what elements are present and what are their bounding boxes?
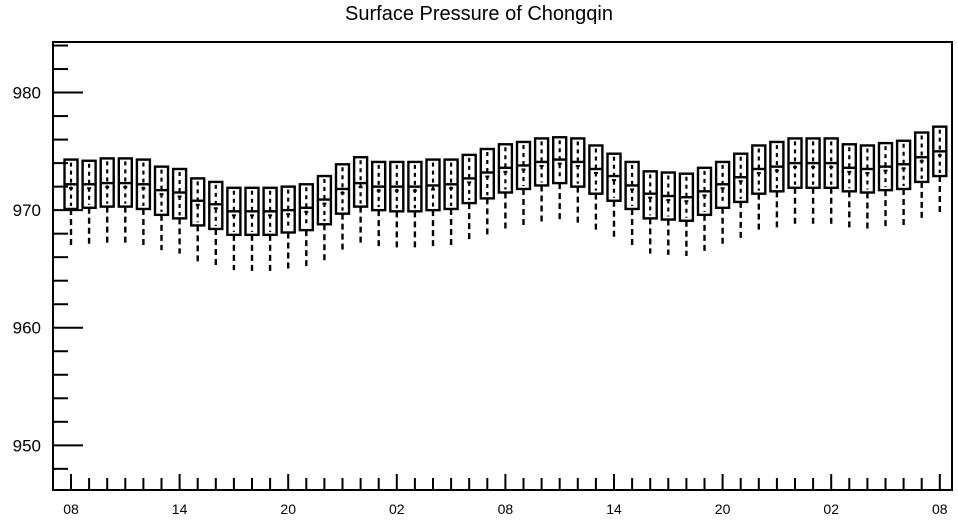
x-axis: 08 14 20 02 08 14 20 02 08 — [63, 474, 948, 517]
x-tick-label: 20 — [280, 501, 296, 517]
box-item — [371, 160, 387, 247]
y-tick-label: 950 — [13, 436, 41, 455]
x-tick-label: 14 — [606, 501, 622, 517]
box-item — [189, 177, 206, 262]
chart-title: Surface Pressure of Chongqin — [345, 3, 613, 25]
box-item — [823, 137, 839, 226]
box-item — [425, 158, 441, 247]
x-tick-label: 20 — [715, 501, 731, 517]
box-item — [787, 137, 803, 226]
box-item — [298, 183, 314, 269]
box-item — [859, 144, 876, 231]
y-axis: 950 960 970 980 — [13, 44, 83, 470]
box-item — [751, 144, 767, 231]
box-item — [135, 158, 152, 246]
box-item — [226, 186, 242, 271]
box-item — [99, 157, 115, 244]
box-item — [660, 171, 676, 255]
box-item — [63, 158, 79, 246]
box-item — [877, 141, 894, 228]
box-item — [552, 136, 568, 220]
box-item — [443, 158, 459, 246]
x-tick-label: 08 — [498, 501, 514, 517]
box-item — [805, 137, 821, 225]
x-tick-label: 14 — [172, 501, 188, 517]
x-tick-label: 02 — [389, 501, 405, 517]
box-item — [479, 147, 495, 235]
box-item — [624, 160, 640, 246]
x-tick-label: 08 — [63, 501, 79, 517]
box-item — [769, 140, 785, 228]
box-item — [461, 153, 477, 240]
x-tick-label: 02 — [823, 501, 839, 517]
box-item — [171, 167, 188, 254]
box-item — [244, 186, 260, 272]
x-tick-label: 08 — [932, 501, 948, 517]
box-item — [714, 160, 731, 246]
box-item — [678, 172, 695, 257]
plot-frame-layer — [52, 41, 953, 491]
box-item — [733, 152, 749, 239]
box-item — [81, 159, 97, 245]
box-item — [606, 152, 622, 238]
box-item — [533, 137, 550, 222]
box-item — [841, 143, 857, 229]
box-item — [153, 165, 170, 251]
box-item — [895, 139, 912, 226]
box-item — [334, 163, 351, 251]
box-item — [932, 125, 948, 214]
box-item — [117, 157, 134, 244]
box-item — [389, 160, 405, 248]
box-item — [914, 131, 930, 220]
y-tick-label: 960 — [13, 319, 41, 338]
box-item — [407, 160, 423, 248]
box-series — [63, 125, 948, 272]
box-item — [570, 137, 586, 224]
plot-frame — [52, 41, 953, 491]
y-tick-label: 980 — [13, 84, 41, 103]
box-item — [515, 140, 532, 227]
box-item — [696, 166, 713, 252]
y-tick-label: 970 — [13, 201, 41, 220]
box-item — [316, 174, 333, 262]
box-item — [208, 180, 224, 266]
box-item — [352, 156, 369, 244]
box-item — [588, 144, 604, 231]
box-item — [262, 186, 278, 272]
box-item — [497, 143, 514, 229]
box-item — [642, 170, 658, 254]
box-item — [280, 185, 296, 271]
